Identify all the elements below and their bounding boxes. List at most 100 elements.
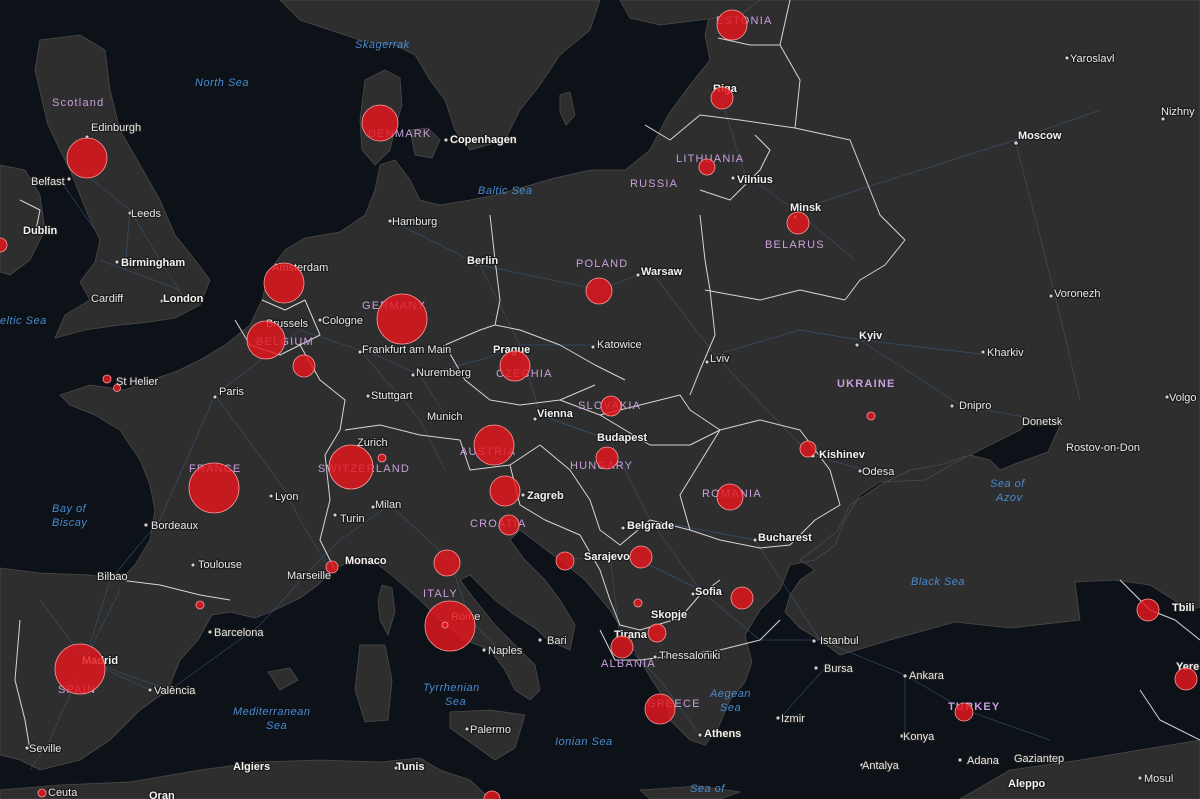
sea-label-azov: Azov	[995, 492, 1023, 504]
bubble-estonia[interactable]	[716, 9, 748, 41]
border-tr-caucasus	[1119, 579, 1200, 741]
bubble-hungary[interactable]	[595, 446, 619, 470]
sea-label-sea-of: Sea of	[990, 478, 1025, 490]
sea-label-mediterranean: Mediterranean	[233, 706, 310, 718]
bubble-vatican[interactable]	[441, 621, 449, 629]
bubble-slovakia[interactable]	[600, 395, 622, 417]
bubble-poland[interactable]	[585, 277, 613, 305]
landmass-sardinia	[354, 644, 393, 723]
bubble-greece[interactable]	[644, 693, 676, 725]
bubble-spain[interactable]	[54, 643, 106, 695]
sea-label-skagerrak: Skagerrak	[355, 39, 410, 51]
bubble-czechia[interactable]	[499, 350, 531, 382]
bubble-layer[interactable]	[0, 9, 1198, 799]
bubble-netherlands[interactable]	[263, 262, 305, 304]
city-label-voronezh: Voronezh	[1054, 288, 1100, 300]
country-label-scotland: Scotland	[52, 97, 104, 109]
city-label-edinburgh: Edinburgh	[91, 122, 141, 134]
city-label-hamburg: Hamburg	[392, 216, 437, 228]
city-label-kharkiv: Kharkiv	[987, 347, 1024, 359]
city-label-bari: Bari	[547, 635, 567, 647]
bubble-andorra[interactable]	[195, 600, 205, 610]
city-label-zurich: Zurich	[357, 437, 388, 449]
bubble-switzerland[interactable]	[328, 444, 374, 490]
border-fr-de	[299, 344, 346, 571]
bubble-denmark[interactable]	[361, 104, 399, 142]
city-label-frankfurt: Frankfurt am Main	[362, 344, 451, 356]
bubble-ireland[interactable]	[0, 237, 8, 253]
city-label-warsaw: Warsaw	[641, 266, 683, 278]
bubble-north-macedonia[interactable]	[647, 623, 667, 643]
bubble-latvia[interactable]	[710, 86, 734, 110]
bubble-moldova[interactable]	[799, 440, 817, 458]
city-label-thessaloniki: Thessaloniki	[659, 650, 720, 662]
city-label-lviv: Lviv	[710, 353, 730, 365]
bubble-armenia[interactable]	[1174, 667, 1198, 691]
city-label-st-helier: St Helier	[116, 376, 159, 388]
city-label-barcelona: Barcelona	[214, 627, 264, 639]
sea-label-bay-of: Bay of	[52, 503, 87, 515]
bubble-monaco[interactable]	[325, 560, 339, 574]
city-label-bilbao: Bilbao	[97, 571, 128, 583]
city-label-bursa: Bursa	[824, 663, 854, 675]
bubble-jersey[interactable]	[102, 374, 112, 384]
city-label-marseille: Marseille	[287, 570, 331, 582]
bubble-guernsey[interactable]	[113, 384, 121, 392]
border-es-pt	[14, 619, 31, 751]
city-label-yaroslavl: Yaroslavl	[1070, 53, 1114, 65]
bubble-croatia[interactable]	[498, 514, 520, 536]
bubble-malta[interactable]	[483, 790, 501, 799]
city-label-gaziantep: Gaziantep	[1014, 753, 1064, 765]
bubble-ukraine[interactable]	[866, 411, 876, 421]
city-label-zagreb: Zagreb	[527, 490, 564, 502]
city-label-budapest: Budapest	[597, 432, 647, 444]
landmass-zealand	[409, 127, 441, 159]
sea-label-mediterranean-sea: Sea	[266, 720, 287, 732]
city-label-donetsk: Donetsk	[1022, 416, 1063, 428]
sea-label-baltic-sea: Baltic Sea	[478, 185, 533, 197]
bubble-belarus[interactable]	[786, 211, 810, 235]
city-label-volgo: Volgo	[1169, 392, 1197, 404]
city-label-dublin: Dublin	[23, 225, 57, 237]
city-label-bordeaux: Bordeaux	[151, 520, 199, 532]
landmass-corsica	[377, 584, 396, 637]
bubble-kosovo[interactable]	[633, 598, 643, 608]
city-label-kishinev: Kishinev	[819, 449, 866, 461]
bubble-belgium[interactable]	[246, 320, 286, 360]
bubble-san-marino[interactable]	[433, 549, 461, 577]
landmass-levant	[959, 739, 1200, 799]
bubble-serbia[interactable]	[629, 545, 653, 569]
city-label-naples: Naples	[488, 645, 523, 657]
bubble-georgia[interactable]	[1136, 598, 1160, 622]
bubble-scotland[interactable]	[66, 137, 108, 179]
bubble-turkey[interactable]	[954, 702, 974, 722]
city-label-berlin: Berlin	[467, 255, 498, 267]
bubble-romania[interactable]	[716, 483, 744, 511]
bubble-gibraltar[interactable]	[37, 788, 47, 798]
country-label-russia: RUSSIA	[630, 178, 678, 190]
bubble-slovenia[interactable]	[489, 475, 521, 507]
city-labels: Yaroslavl Nizhny Moscow Riga Edinburgh C…	[22, 52, 1200, 799]
bubble-bosnia[interactable]	[555, 551, 575, 571]
city-label-izmir: Izmir	[781, 713, 805, 725]
city-label-adana: Adana	[967, 755, 1000, 767]
border-uk-ie	[19, 199, 41, 236]
bubble-lithuania[interactable]	[698, 158, 716, 176]
bubble-bulgaria[interactable]	[730, 586, 754, 610]
sea-label-aegean: Aegean	[709, 688, 751, 700]
bubble-germany[interactable]	[376, 293, 428, 345]
landmass-great-britain	[34, 34, 211, 339]
border-lt-by	[699, 134, 771, 201]
city-label-rostov: Rostov-on-Don	[1066, 442, 1140, 454]
bubble-austria[interactable]	[473, 424, 515, 466]
bubble-france[interactable]	[188, 462, 240, 514]
bubble-liechtenstein[interactable]	[377, 453, 387, 463]
bubble-albania[interactable]	[610, 635, 634, 659]
bubble-luxembourg[interactable]	[292, 354, 316, 378]
bubble-italy[interactable]	[424, 600, 476, 652]
sea-label-tyrrhenian: Tyrrhenian	[423, 682, 480, 694]
sea-label-aegean-sea: Sea	[720, 702, 741, 714]
